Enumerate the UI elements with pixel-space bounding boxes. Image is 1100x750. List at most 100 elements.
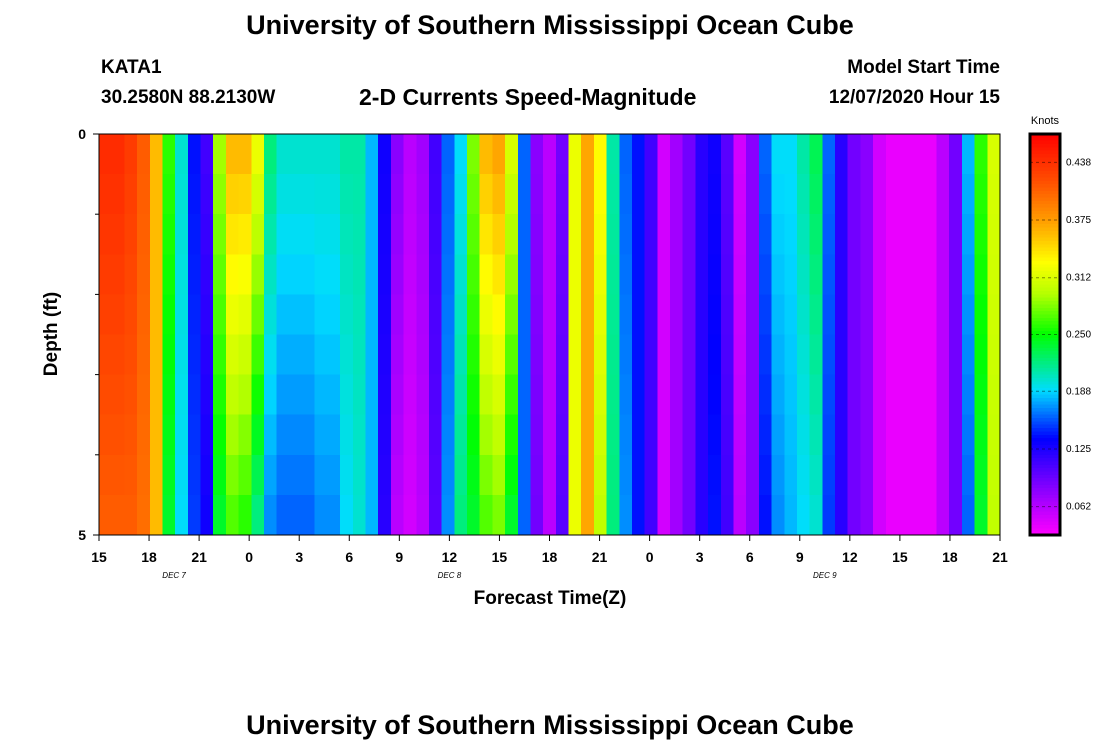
heatmap-cell — [949, 134, 963, 175]
heatmap-cell — [162, 254, 176, 295]
heatmap-cell — [784, 174, 798, 215]
heatmap-cell — [581, 254, 595, 295]
heatmap-cell — [251, 374, 265, 416]
heatmap-cell — [847, 174, 862, 215]
heatmap-cell — [644, 294, 658, 336]
heatmap-cell — [365, 494, 379, 536]
colorbar-swatch — [1030, 317, 1060, 322]
heatmap-cell — [213, 454, 227, 496]
heatmap-cell — [974, 494, 988, 536]
heatmap-cell — [238, 214, 252, 255]
heatmap-cell — [517, 254, 532, 295]
heatmap-cell — [809, 334, 823, 376]
heatmap-cell — [378, 414, 392, 456]
heatmap-cell — [695, 134, 709, 175]
heatmap-cell — [835, 414, 849, 456]
heatmap-cell — [911, 494, 925, 536]
heatmap-cell — [505, 414, 519, 456]
heatmap-cell — [898, 414, 912, 456]
heatmap-cell — [428, 494, 443, 536]
heatmap-cell — [200, 454, 214, 496]
heatmap-cell — [263, 254, 278, 295]
heatmap-cell — [352, 174, 367, 215]
colorbar-swatch — [1030, 327, 1060, 332]
colorbar-swatch — [1030, 291, 1060, 295]
heatmap-cell — [619, 414, 633, 456]
heatmap-cell — [555, 374, 570, 416]
colorbar-swatch — [1030, 164, 1060, 169]
heatmap-cell — [137, 134, 151, 175]
heatmap-cell — [631, 454, 646, 496]
heatmap-cell — [606, 214, 620, 255]
heatmap-cell — [581, 214, 595, 255]
heatmap-cell — [289, 374, 303, 416]
heatmap-cell — [213, 294, 227, 336]
heatmap-cell — [860, 454, 874, 496]
heatmap-cell — [657, 174, 671, 215]
colorbar-swatch — [1030, 434, 1060, 439]
heatmap-cell — [581, 294, 595, 336]
heatmap-cell — [403, 494, 417, 536]
colorbar-swatch — [1030, 518, 1060, 523]
heatmap-cell — [492, 494, 506, 536]
heatmap-cell — [581, 134, 595, 175]
heatmap-cell — [416, 294, 430, 336]
heatmap-cell — [390, 254, 405, 295]
heatmap-cell — [593, 214, 608, 255]
heatmap-cell — [581, 174, 595, 215]
heatmap-cell — [162, 494, 176, 536]
heatmap-cell — [923, 174, 938, 215]
heatmap-cell — [733, 174, 747, 215]
colorbar-swatch — [1030, 160, 1060, 165]
heatmap-cell — [568, 494, 582, 536]
heatmap-cell — [543, 334, 557, 376]
heatmap-cell — [137, 374, 151, 416]
heatmap-cell — [720, 254, 735, 295]
heatmap-cell — [505, 374, 519, 416]
heatmap-cell — [403, 174, 417, 215]
heatmap-cell — [847, 414, 862, 456]
heatmap-cell — [428, 134, 443, 175]
heatmap-cell — [708, 374, 722, 416]
heatmap-cell — [505, 294, 519, 336]
heatmap-cell — [492, 454, 506, 496]
heatmap-cell — [454, 134, 468, 175]
heatmap-cell — [873, 334, 887, 376]
x-tick-label: 12 — [442, 549, 458, 565]
heatmap-cell — [200, 134, 214, 175]
heatmap-cell — [187, 254, 202, 295]
colorbar-swatch — [1030, 464, 1060, 469]
heatmap-cell — [543, 174, 557, 215]
heatmap-cell — [644, 494, 658, 536]
colorbar-swatch — [1030, 478, 1060, 483]
heatmap-cell — [898, 454, 912, 496]
heatmap-cell — [289, 494, 303, 536]
heatmap-cell — [454, 254, 468, 295]
heatmap-cell — [365, 334, 379, 376]
heatmap-cell — [670, 374, 684, 416]
colorbar-swatch — [1030, 344, 1060, 349]
colorbar-swatch — [1030, 474, 1060, 479]
heatmap-cell — [809, 254, 823, 295]
heatmap-cell — [187, 374, 202, 416]
colorbar-swatch — [1030, 341, 1060, 346]
colorbar-tick-label: 0.250 — [1066, 330, 1091, 341]
colorbar-swatch — [1030, 174, 1060, 179]
heatmap-cell — [111, 374, 125, 416]
heatmap-cell — [949, 334, 963, 376]
heatmap-cell — [492, 414, 506, 456]
heatmap-cell — [238, 334, 252, 376]
heatmap-cell — [568, 294, 582, 336]
heatmap-cell — [644, 374, 658, 416]
heatmap-cell — [657, 494, 671, 536]
heatmap-cell — [416, 494, 430, 536]
heatmap-cell — [593, 414, 608, 456]
heatmap-cell — [873, 214, 887, 255]
heatmap-cell — [416, 254, 430, 295]
heatmap-cell — [720, 174, 735, 215]
heatmap-cell — [314, 494, 329, 536]
heatmap-cell — [847, 254, 862, 295]
colorbar-swatch — [1030, 210, 1060, 215]
heatmap-cell — [149, 134, 164, 175]
colorbar-swatch — [1030, 214, 1060, 219]
